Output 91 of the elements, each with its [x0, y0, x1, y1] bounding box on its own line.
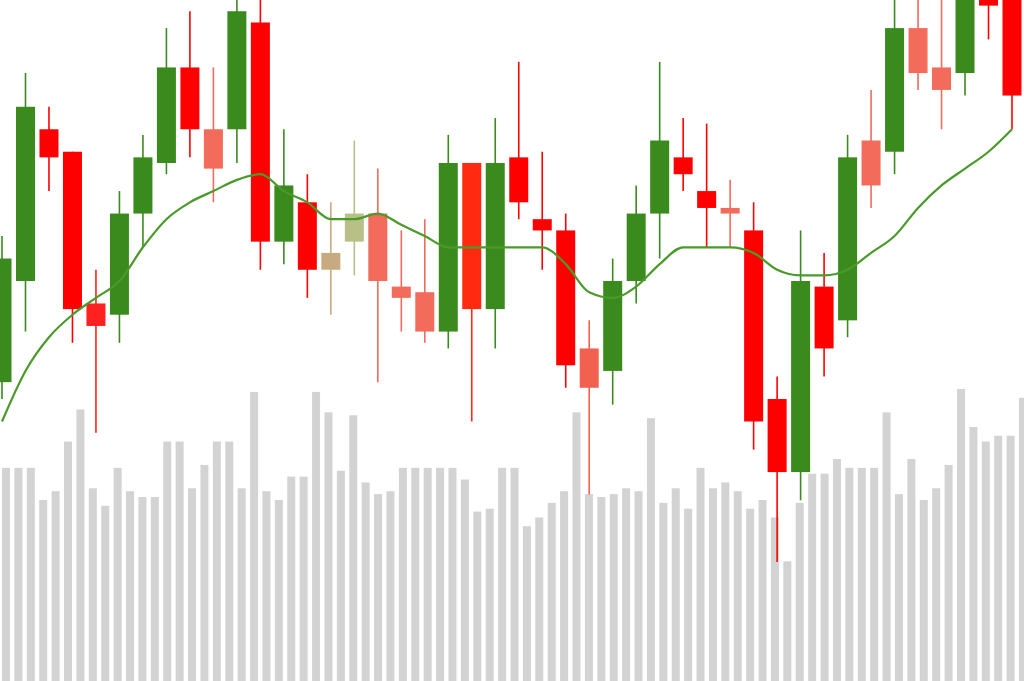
- bar: [386, 491, 395, 681]
- candlestick: [979, 0, 999, 41]
- bar: [522, 526, 531, 681]
- candlestick: [86, 268, 106, 434]
- bar: [398, 467, 407, 681]
- bar: [820, 473, 829, 681]
- bar: [237, 488, 246, 681]
- bar: [646, 418, 655, 681]
- bar: [535, 517, 544, 681]
- bar: [51, 491, 60, 681]
- bar: [721, 482, 730, 681]
- bar: [473, 511, 482, 681]
- bar: [250, 391, 259, 681]
- bar: [894, 494, 903, 681]
- bar: [907, 459, 916, 681]
- bar: [659, 502, 668, 681]
- bar: [436, 467, 445, 681]
- bar: [274, 499, 283, 681]
- bar: [746, 508, 755, 681]
- bar: [138, 497, 147, 681]
- bar: [163, 441, 172, 681]
- bar: [88, 488, 97, 681]
- bar: [485, 508, 494, 681]
- bar: [584, 494, 593, 681]
- bar: [324, 412, 333, 681]
- bar: [944, 464, 953, 681]
- bar: [560, 491, 569, 681]
- bar: [994, 435, 1003, 681]
- bar: [64, 441, 73, 681]
- bar: [622, 488, 631, 681]
- bar: [882, 412, 891, 681]
- bar: [113, 467, 122, 681]
- candlestick: [391, 229, 411, 333]
- bar: [200, 464, 209, 681]
- bar: [2, 467, 10, 681]
- bar: [919, 499, 928, 681]
- bar: [76, 409, 85, 681]
- bar: [845, 467, 854, 681]
- bar: [758, 499, 767, 681]
- candlestick: [932, 0, 952, 131]
- bar: [498, 467, 507, 681]
- bar: [287, 476, 296, 681]
- bar: [312, 391, 321, 681]
- candlestick: [321, 201, 341, 316]
- bar: [795, 502, 804, 681]
- candlestick: [720, 179, 740, 249]
- candlestick: [697, 122, 717, 249]
- bar: [932, 488, 941, 681]
- bar: [547, 502, 556, 681]
- candlestick: [673, 117, 693, 192]
- bar: [101, 505, 110, 681]
- bar: [225, 441, 234, 681]
- bar: [448, 467, 457, 681]
- bar: [14, 467, 23, 681]
- bar: [832, 459, 841, 681]
- bar: [770, 517, 779, 681]
- bar: [808, 473, 817, 681]
- bar: [510, 467, 519, 681]
- bar: [212, 441, 221, 681]
- bar: [572, 412, 581, 681]
- bar: [684, 508, 693, 681]
- bar: [783, 561, 792, 681]
- bar: [733, 491, 742, 681]
- bar: [634, 491, 643, 681]
- bar: [336, 470, 345, 681]
- bar: [150, 497, 159, 681]
- bar: [423, 467, 432, 681]
- bar: [857, 467, 866, 681]
- bar: [956, 389, 965, 681]
- bar: [969, 426, 978, 681]
- bar: [609, 494, 618, 681]
- bar: [299, 476, 308, 681]
- bar: [597, 497, 606, 681]
- bar: [175, 441, 184, 681]
- bar: [981, 441, 990, 681]
- bar: [188, 488, 197, 681]
- bar: [262, 491, 271, 681]
- bar: [26, 467, 35, 681]
- bar: [411, 467, 420, 681]
- bar: [708, 488, 717, 681]
- bar: [349, 415, 358, 681]
- bar: [1006, 435, 1015, 681]
- bar: [696, 467, 705, 681]
- candlestick: [532, 150, 552, 271]
- bar: [39, 499, 48, 681]
- bar: [374, 494, 383, 681]
- bar: [460, 479, 469, 681]
- bar: [671, 488, 680, 681]
- bar: [361, 482, 370, 681]
- bar: [126, 491, 135, 681]
- bar: [870, 467, 879, 681]
